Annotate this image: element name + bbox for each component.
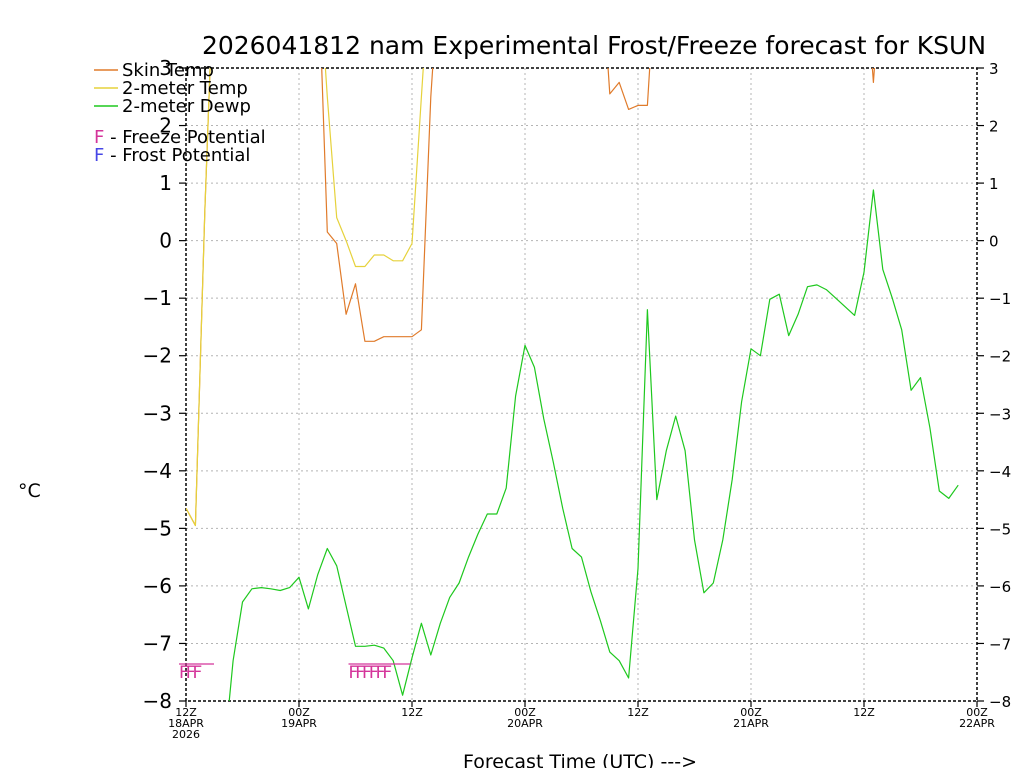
y-tick-label: −5: [143, 516, 172, 540]
x-tick-label: 12Z: [853, 706, 875, 719]
y-tick-label: 2: [159, 114, 172, 138]
y-tick-label-right: −6: [989, 578, 1011, 596]
x-tick-label: 00Z: [966, 706, 988, 719]
legend-flag-letter: F: [94, 127, 104, 148]
x-tick-label: 20APR: [507, 717, 543, 730]
y-tick-label: −8: [143, 689, 172, 713]
y-tick-label: −7: [143, 631, 172, 655]
series-line-2-meter-temp: [186, 68, 424, 527]
x-tick-label: 00Z: [288, 706, 310, 719]
legend-label: 2-meter Dewp: [122, 96, 251, 117]
plot-frame: [185, 67, 978, 702]
freeze-marker-letters: FFFFFF: [349, 663, 392, 683]
series-line-2-meter-dewp: [228, 189, 959, 701]
y-tick-label: 1: [159, 171, 172, 195]
y-tick-label-right: 3: [989, 60, 999, 78]
x-tick-label: 22APR: [959, 717, 995, 730]
series-lines: [186, 68, 959, 701]
y-tick-label-right: 1: [989, 175, 999, 193]
y-tick-label: 3: [159, 56, 172, 80]
legend-flag-letter: F: [94, 145, 104, 166]
x-tick-label: 19APR: [281, 717, 317, 730]
y-tick-label-right: 2: [989, 118, 999, 136]
chart-title: 2026041812 nam Experimental Frost/Freeze…: [202, 31, 986, 60]
y-tick-label-right: −5: [989, 520, 1011, 538]
y-tick-label-right: −8: [989, 693, 1011, 711]
x-tick-label: 21APR: [733, 717, 769, 730]
plot-border: [185, 67, 978, 702]
legend-flag-entry: F - Frost Potential: [94, 145, 250, 166]
y-axis-right: 3 2 1 0 −1 −2 −3 −4 −5 −6 −7 −8: [977, 60, 1011, 711]
x-tick-label: 00Z: [740, 706, 762, 719]
x-tick-label: 12Z: [627, 706, 649, 719]
y-axis-left: 3 2 1 0 −1 −2 −3 −4 −5 −6 −7 −8: [143, 56, 186, 713]
y-tick-label: −2: [143, 344, 172, 368]
x-tick-label: 2026: [172, 728, 200, 741]
freeze-markers: FFF FFFFFF: [179, 663, 411, 683]
legend-flag-label: - Freeze Potential: [104, 127, 265, 148]
y-tick-label-right: −4: [989, 463, 1011, 481]
y-tick-label-right: −2: [989, 348, 1011, 366]
legend-flag-entry: F - Freeze Potential: [94, 127, 266, 148]
legend-label: 2-meter Temp: [122, 78, 248, 99]
x-tick-label: 18APR: [168, 717, 204, 730]
x-tick-label: 12Z: [175, 706, 197, 719]
grid-lines: [186, 68, 977, 701]
y-tick-label: 0: [159, 229, 172, 253]
series-line-skin-temp: [186, 68, 876, 527]
y-axis-label: °C: [18, 480, 41, 502]
legend-label: Skin Temp: [122, 60, 214, 81]
y-tick-label: −4: [143, 459, 172, 483]
x-axis-label: Forecast Time (UTC) --->: [463, 751, 697, 768]
x-tick-label: 00Z: [514, 706, 536, 719]
freeze-marker-letters: FFF: [179, 663, 202, 683]
y-tick-label: −3: [143, 401, 172, 425]
y-tick-label-right: −3: [989, 405, 1011, 423]
legend-flag-label: - Frost Potential: [104, 145, 250, 166]
x-tick-label: 12Z: [401, 706, 423, 719]
y-tick-label: −1: [143, 286, 172, 310]
y-tick-label: −6: [143, 574, 172, 598]
y-tick-label-right: −7: [989, 635, 1011, 653]
y-tick-label-right: 0: [989, 233, 999, 251]
y-tick-label-right: −1: [989, 290, 1011, 308]
